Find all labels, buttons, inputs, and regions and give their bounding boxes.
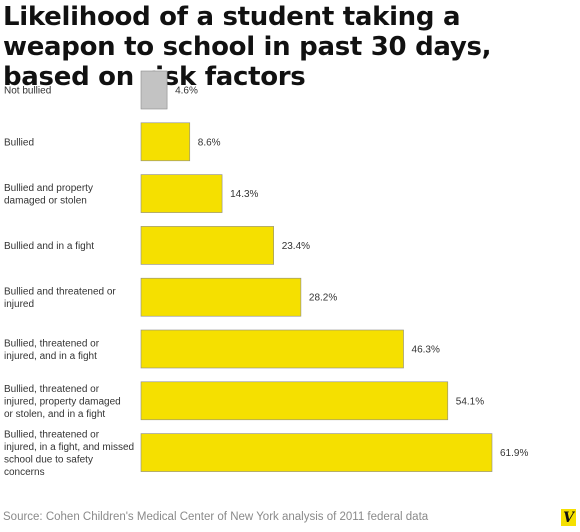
category-label: Bullied, threatened or injured, in a figh…	[4, 429, 134, 478]
category-label: Bullied, threatened or injured, property …	[4, 384, 121, 420]
category-label: Bullied and in a fight	[4, 241, 94, 252]
category-label-line: Not bullied	[4, 86, 51, 97]
data-label: 4.6%	[175, 86, 198, 97]
bar	[140, 277, 302, 317]
category-label: Bullied and property damaged or stolen	[4, 183, 93, 207]
data-label: 8.6%	[198, 137, 221, 148]
category-label-line: school due to safety	[4, 454, 93, 465]
category-label: Bullied, threatened or injured, and in a …	[4, 338, 100, 362]
data-label: 46.3%	[412, 345, 440, 356]
category-label-line: Bullied, threatened or	[4, 429, 100, 440]
category-label-line: injured, property damaged	[4, 396, 121, 407]
bar-group: 61.9% Bullied, threatened or injured, in a…	[4, 429, 528, 478]
category-label-line: injured, and in a fight	[4, 351, 97, 362]
source-note: Source: Cohen Children's Medical Center …	[3, 511, 429, 523]
category-label-line: Bullied and property	[4, 183, 93, 194]
bar-group: 8.6% Bullied	[4, 122, 221, 162]
bar-group: 54.1% Bullied, threatened or injured, prop…	[4, 381, 484, 421]
category-label-line: Bullied, threatened or	[4, 338, 100, 349]
category-label: Bullied and threatened or injured	[4, 286, 116, 310]
bar	[140, 174, 223, 213]
category-label-line: injured	[4, 299, 34, 310]
bar-group: 14.3% Bullied and property damaged or stol…	[4, 174, 259, 213]
data-label: 28.2%	[309, 293, 337, 304]
category-label: Not bullied	[4, 86, 51, 97]
vox-logo: V	[561, 509, 576, 526]
bar	[140, 381, 449, 421]
category-label-line: Bullied	[4, 137, 34, 148]
bar-group: 4.6% Not bullied	[4, 70, 198, 110]
category-label-line: damaged or stolen	[4, 195, 87, 206]
data-label: 14.3%	[230, 189, 258, 200]
category-label-line: or stolen, and in a fight	[4, 409, 105, 420]
bar-group: 23.4% Bullied and in a fight	[4, 226, 310, 265]
bar	[140, 70, 168, 110]
bar-group: 46.3% Bullied, threatened or injured, and …	[4, 329, 440, 369]
bar	[140, 122, 191, 162]
data-label: 61.9%	[500, 448, 528, 459]
category-label-line: concerns	[4, 467, 45, 478]
chart-title: Likelihood of a student taking a weapon …	[3, 2, 492, 92]
bar	[140, 226, 274, 265]
data-label: 54.1%	[456, 396, 484, 407]
bar-group: 28.2% Bullied and threatened or injured	[4, 277, 337, 317]
category-label-line: Bullied and in a fight	[4, 241, 94, 252]
data-label: 23.4%	[282, 241, 310, 252]
category-label: Bullied	[4, 137, 34, 148]
category-label-line: Bullied and threatened or	[4, 286, 116, 297]
category-label-line: injured, in a fight, and missed	[4, 442, 134, 453]
bar	[140, 433, 493, 472]
category-label-line: Bullied, threatened or	[4, 384, 100, 395]
bar	[140, 329, 404, 369]
